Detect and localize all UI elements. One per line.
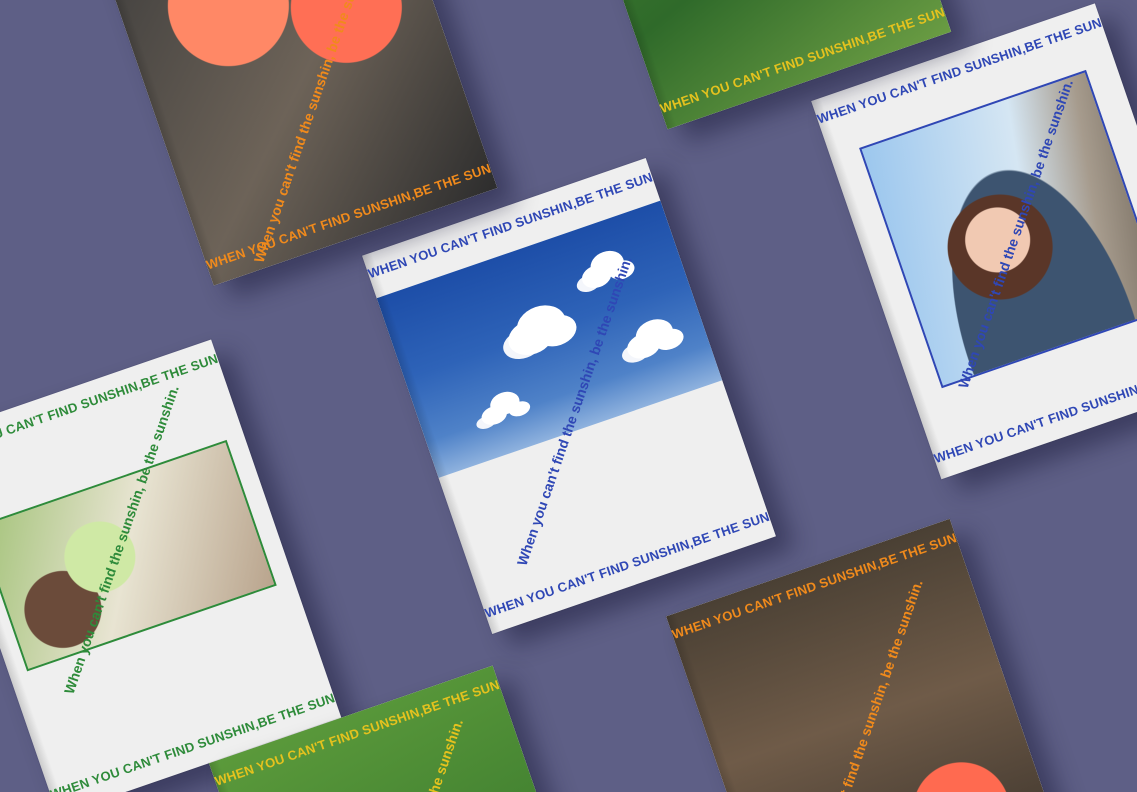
portrait-photo: [858, 69, 1137, 389]
sky-photo: [376, 200, 722, 478]
magazine-cover-sky: WHEN YOU CAN'T FIND SUNSHIN,BE THE SUNSH…: [361, 158, 776, 634]
magazine-cover-plant: WHEN YOU CAN'T FIND SUNSHIN,BE THE SUNSH…: [0, 339, 341, 792]
magazine-cover-cocktails: WHEN YOU CAN'T FIND SUNSHIN,BE THE SUNSH…: [665, 518, 1080, 792]
cover-headline-top: WHEN YOU CAN'T FIND SUNSHIN,BE THE SUNSH…: [0, 340, 250, 462]
magazine-cover-portrait: WHEN YOU CAN'T FIND SUNSHIN,BE THE SUNSH…: [810, 3, 1137, 480]
